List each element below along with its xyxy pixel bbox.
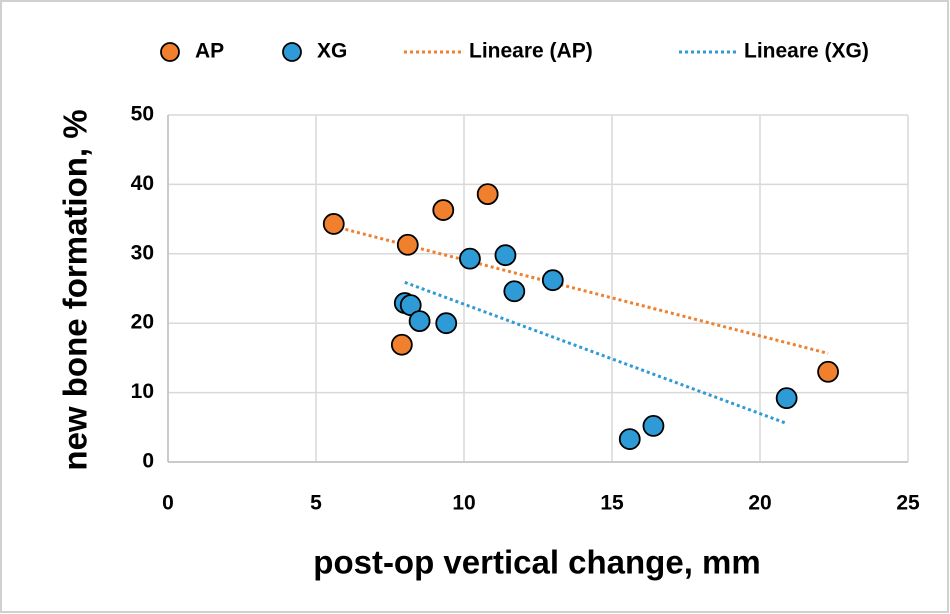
point	[459, 247, 481, 270]
x-axis-title: post-op vertical change, mm	[313, 544, 760, 581]
point	[494, 244, 517, 267]
point	[396, 233, 419, 256]
point	[775, 387, 798, 410]
point	[408, 310, 431, 333]
y-tick-label: 50	[131, 103, 154, 126]
legend-marker	[160, 42, 180, 62]
x-tick-label: 10	[452, 492, 475, 515]
point	[817, 360, 839, 383]
point	[618, 428, 641, 450]
legend-marker	[282, 42, 302, 62]
point	[322, 213, 345, 235]
point	[541, 269, 564, 292]
x-tick-label: 0	[162, 492, 174, 515]
point	[390, 333, 413, 356]
legend-label: XG	[317, 40, 347, 63]
x-tick-label: 25	[896, 492, 920, 515]
legend-label: Lineare (XG)	[744, 40, 869, 63]
point	[476, 183, 499, 206]
legend-label: Lineare (AP)	[469, 40, 593, 63]
y-tick-label: 20	[131, 311, 154, 334]
y-tick-label: 30	[131, 241, 154, 264]
y-tick-label: 0	[142, 450, 154, 473]
x-tick-label: 20	[748, 492, 771, 515]
point	[503, 280, 526, 303]
point	[435, 312, 458, 335]
x-tick-label: 15	[600, 492, 624, 515]
y-tick-label: 40	[131, 172, 154, 195]
point	[642, 415, 665, 437]
y-axis-title: new bone formation, %	[57, 109, 94, 470]
legend-label: AP	[195, 40, 224, 63]
y-tick-label: 10	[131, 380, 154, 403]
x-tick-label: 5	[310, 492, 322, 515]
trendline	[404, 280, 788, 425]
point	[432, 199, 455, 221]
